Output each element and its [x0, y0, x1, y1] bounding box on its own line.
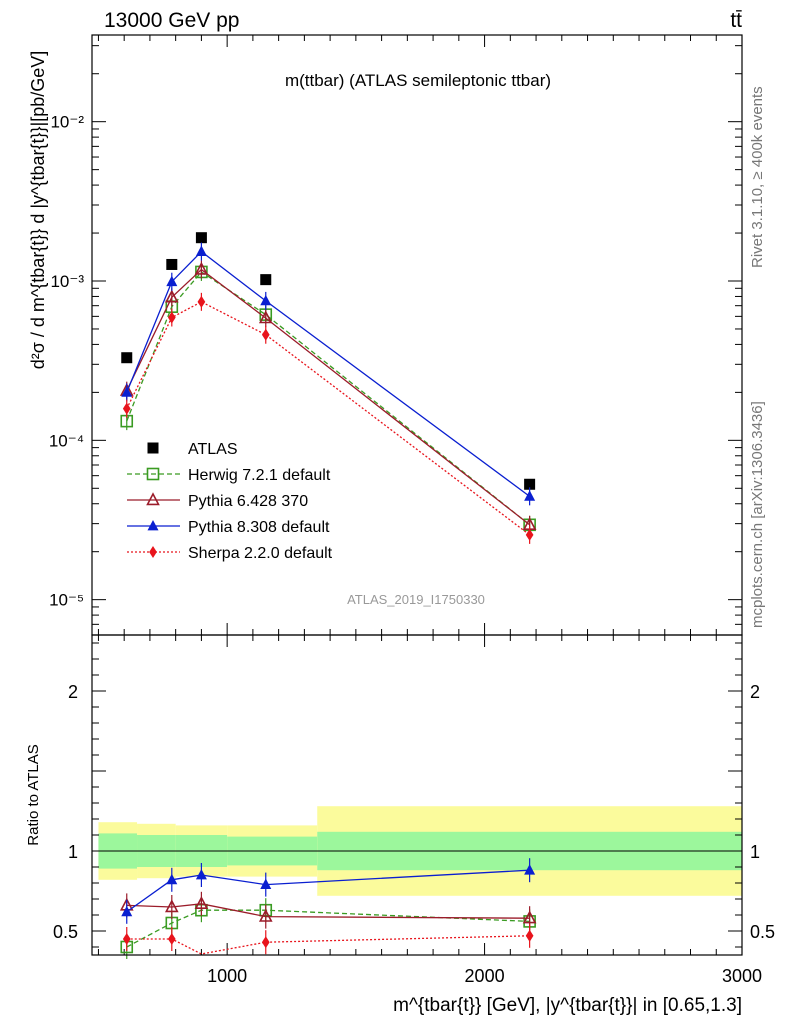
data-point [524, 490, 536, 501]
chart-title: m(ttbar) (ATLAS semileptonic ttbar) [285, 71, 551, 90]
data-point [167, 311, 176, 324]
x-tick-label: 2000 [465, 966, 505, 986]
axes-ticks: 1000 2000 3000 10⁻⁵ 10⁻⁴ 10⁻³ 10⁻² 0.5 0.5 1 1 2 2 [49, 35, 775, 986]
data-point [194, 261, 209, 275]
series-sherpa-2-2-0-default [122, 292, 534, 955]
uncertainty-bands [92, 806, 742, 896]
y-tick-label-ratio: 0.5 [53, 922, 78, 942]
ratio-point [524, 864, 536, 875]
ratio-point [195, 868, 207, 880]
y-tick-label-ratio: 2 [68, 682, 78, 702]
ratio-point [121, 905, 133, 917]
header-right: tt̄ [730, 9, 742, 32]
ratio-point [525, 929, 534, 942]
series-layer [119, 232, 537, 959]
ratio-point [122, 932, 131, 946]
data-point [258, 310, 273, 324]
legend-label: ATLAS [188, 441, 238, 458]
data-point [197, 295, 206, 308]
y-tick-label-main: 10⁻² [50, 113, 84, 132]
mcplots-label: mcplots.cern.ch [arXiv:1306.3436] [749, 401, 766, 628]
data-point [260, 294, 272, 306]
data-point [164, 289, 179, 303]
data-point [122, 402, 131, 415]
y-tick-label-main: 10⁻⁴ [49, 431, 84, 450]
y-tick-label-ratio-right: 0.5 [750, 922, 775, 942]
legend-label: Pythia 6.428 370 [188, 493, 308, 510]
ratio-plot-frame [91, 634, 743, 956]
ratio-point [261, 936, 270, 949]
data-point [260, 274, 272, 286]
x-tick-label: 1000 [207, 966, 247, 986]
legend-marker [147, 519, 159, 531]
legend-label: Herwig 7.2.1 default [188, 467, 331, 484]
legend-item: Herwig 7.2.1 default [127, 467, 331, 484]
series-line-ratio [126, 935, 530, 955]
analysis-watermark: ATLAS_2019_I1750330 [347, 592, 485, 607]
legend-marker [149, 545, 157, 559]
y-tick-label-ratio-right: 1 [750, 842, 760, 862]
legend-marker [146, 467, 160, 481]
data-point [166, 275, 178, 287]
y-tick-label-ratio-right: 2 [750, 682, 760, 702]
legend-label: Sherpa 2.2.0 default [188, 545, 333, 562]
legend-item: Sherpa 2.2.0 default [127, 545, 333, 562]
y-tick-label-ratio: 1 [68, 842, 78, 862]
series-line-main [126, 301, 531, 536]
legend-item: ATLAS [147, 441, 238, 458]
series-line-main [126, 268, 531, 526]
series-line-main [126, 271, 531, 526]
data-point [121, 352, 133, 364]
data-point [261, 328, 270, 341]
y-tick-label-main: 10⁻³ [50, 272, 84, 291]
data-point [166, 258, 178, 270]
ratio-point [258, 908, 273, 922]
series-line-ratio [126, 909, 530, 948]
header-left: 13000 GeV pp [104, 9, 239, 32]
y-axis-label-ratio: Ratio to ATLAS [25, 744, 42, 845]
data-point [195, 232, 207, 244]
ratio-point [166, 873, 178, 885]
ratio-point [167, 932, 176, 946]
data-point [195, 245, 207, 256]
legend-marker [146, 492, 160, 506]
rivet-label: Rivet 3.1.10, ≥ 400k events [749, 86, 766, 268]
x-axis-label: m^{tbar{t}} [GeV], |y^{tbar{t}}| in [0.6… [393, 995, 742, 1016]
x-tick-label: 3000 [722, 966, 762, 986]
series-pythia-8-308-default [121, 242, 536, 924]
series-atlas [121, 232, 536, 490]
y-tick-label-main: 10⁻⁵ [49, 591, 84, 610]
legend-item: Pythia 8.308 default [127, 519, 330, 536]
ratio-point [164, 899, 179, 913]
ratio-point [522, 910, 537, 924]
data-point [524, 478, 536, 490]
data-point [121, 386, 133, 397]
ratio-point [260, 878, 272, 889]
data-point [525, 528, 534, 541]
legend: ATLAS Herwig 7.2.1 default Pythia 6.428 37… [127, 441, 333, 562]
legend-item: Pythia 6.428 370 [127, 492, 308, 510]
legend-label: Pythia 8.308 default [188, 519, 330, 536]
ratio-point [194, 896, 209, 910]
legend-marker [147, 442, 159, 454]
y-axis-label-main: d²σ / d m^{tbar{t}} d |y^{tbar{t}}|[pb/G… [28, 51, 48, 370]
